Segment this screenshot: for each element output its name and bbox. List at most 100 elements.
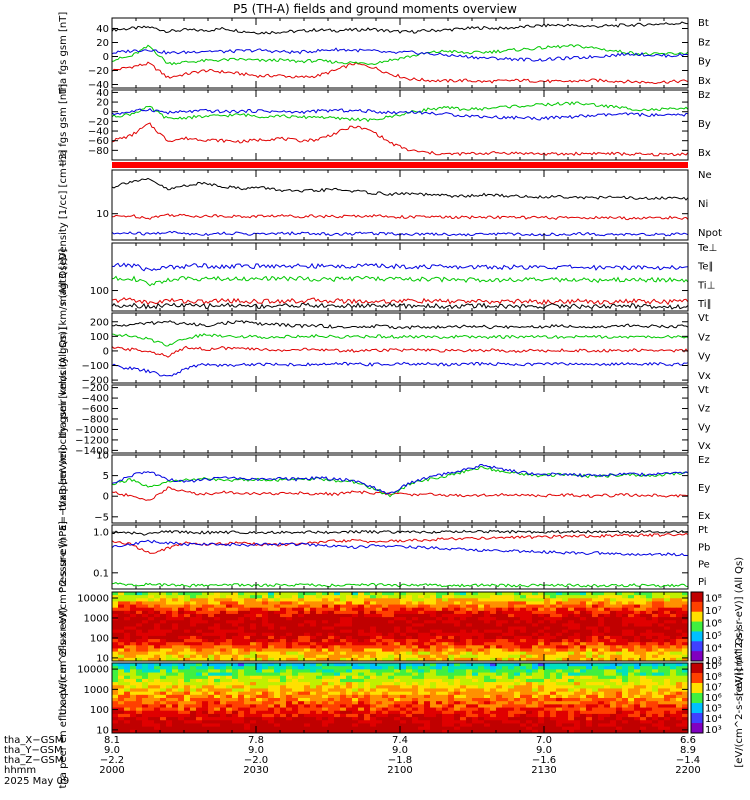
heatmap-cell [250, 642, 257, 646]
heatmap-cell [172, 620, 179, 624]
heatmap-cell [178, 617, 185, 621]
heatmap-cell [550, 678, 557, 683]
y-tick-label: 5 [103, 471, 109, 482]
heatmap-cell [370, 713, 377, 718]
heatmap-cell [148, 663, 155, 667]
colorbar-tick: 10⁵ [705, 704, 722, 715]
heatmap-cell [616, 626, 623, 631]
heatmap-cell [136, 607, 143, 612]
heatmap-cell [526, 598, 533, 602]
heatmap-cell [154, 648, 161, 652]
heatmap-cell [202, 678, 209, 683]
heatmap-cell [412, 632, 419, 637]
heatmap-cell [472, 682, 479, 686]
heatmap-cell [592, 669, 599, 673]
heatmap-cell [580, 694, 587, 699]
heatmap-cell [652, 617, 659, 621]
heatmap-cell [538, 632, 545, 637]
heatmap-cell [502, 717, 509, 721]
heatmap-cell [196, 726, 203, 731]
heatmap-cell [460, 707, 467, 712]
heatmap-cell [628, 691, 635, 696]
heatmap-cell [268, 635, 275, 640]
heatmap-cell [220, 617, 227, 621]
heatmap-cell [238, 610, 245, 615]
heatmap-cell [592, 663, 599, 667]
heatmap-cell [178, 610, 185, 615]
heatmap-cell [148, 704, 155, 708]
heatmap-cell [292, 632, 299, 637]
heatmap-cell [556, 620, 563, 624]
heatmap-cell [598, 635, 605, 640]
heatmap-cell [136, 592, 143, 596]
heatmap-cell [376, 698, 383, 702]
heatmap-cell [394, 678, 401, 683]
heatmap-cell [538, 713, 545, 718]
heatmap-cell [670, 639, 677, 643]
heatmap-cell [226, 707, 233, 712]
heatmap-cell [424, 635, 431, 640]
heatmap-cell [118, 707, 125, 712]
heatmap-cell [490, 623, 497, 627]
heatmap-cell [652, 682, 659, 686]
heatmap-cell [454, 626, 461, 631]
heatmap-cell [556, 729, 563, 734]
heatmap-cell [682, 639, 689, 643]
heatmap-cell [280, 729, 287, 734]
heatmap-cell [562, 623, 569, 627]
heatmap-cell [256, 651, 263, 656]
heatmap-cell [478, 723, 485, 728]
heatmap-cell [640, 592, 647, 596]
heatmap-cell [670, 704, 677, 708]
heatmap-cell [322, 648, 329, 652]
heatmap-cell [148, 720, 155, 724]
heatmap-cell [250, 613, 257, 618]
heatmap-cell [442, 710, 449, 715]
heatmap-cell [442, 657, 449, 662]
heatmap-cell [322, 723, 329, 728]
heatmap-cell [466, 623, 473, 627]
heatmap-cell [352, 657, 359, 662]
heatmap-cell [346, 595, 353, 599]
heatmap-cell [298, 688, 305, 693]
heatmap-cell [502, 639, 509, 643]
heatmap-cell [358, 720, 365, 724]
heatmap-cell [454, 669, 461, 673]
heatmap-cell [346, 645, 353, 649]
heatmap-cell [454, 678, 461, 683]
heatmap-cell [514, 592, 521, 596]
heatmap-cell [616, 678, 623, 683]
heatmap-cell [256, 694, 263, 699]
heatmap-cell [670, 717, 677, 721]
heatmap-cell [406, 632, 413, 637]
heatmap-cell [388, 663, 395, 667]
heatmap-cell [268, 672, 275, 677]
heatmap-cell [298, 685, 305, 689]
heatmap-cell [310, 704, 317, 708]
heatmap-cell [472, 726, 479, 731]
colorbar-segment [691, 673, 703, 684]
heatmap-cell [160, 613, 167, 618]
heatmap-cell [508, 672, 515, 677]
heatmap-cell [298, 632, 305, 637]
heatmap-cell [526, 620, 533, 624]
heatmap-cell [388, 717, 395, 721]
heatmap-cell [292, 635, 299, 640]
heatmap-cell [154, 729, 161, 734]
heatmap-cell [508, 694, 515, 699]
heatmap-cell [652, 657, 659, 662]
heatmap-cell [424, 617, 431, 621]
heatmap-cell [634, 595, 641, 599]
legend-Npot: Npot [698, 228, 722, 239]
heatmap-cell [262, 710, 269, 715]
heatmap-cell [574, 635, 581, 640]
heatmap-cell [664, 654, 671, 659]
heatmap-cell [604, 682, 611, 686]
heatmap-cell [562, 632, 569, 637]
legend-Ex: Ex [698, 511, 710, 522]
heatmap-cell [394, 613, 401, 618]
heatmap-cell [172, 682, 179, 686]
heatmap-cell [664, 672, 671, 677]
colorbar-segment [691, 713, 703, 724]
heatmap-cell [556, 717, 563, 721]
